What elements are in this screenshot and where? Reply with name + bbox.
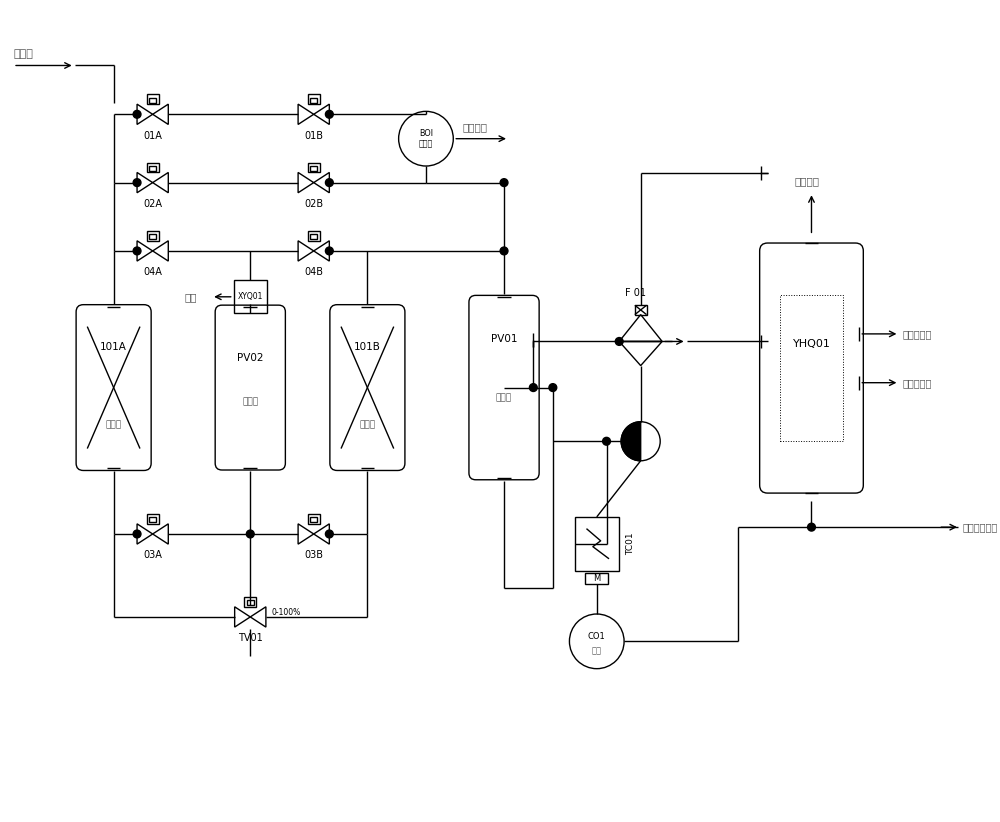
Bar [149,98,156,103]
Bar [310,98,317,103]
Bar [234,280,267,313]
Bar [147,514,159,524]
Bar [147,95,159,104]
Text: XYQ01: XYQ01 [238,293,263,302]
Text: M: M [593,574,600,583]
Bar [308,514,320,524]
Text: 01B: 01B [304,131,323,141]
Text: F 01: F 01 [625,289,646,298]
Bar [310,518,317,522]
Circle shape [325,178,333,187]
Text: 压机: 压机 [592,647,602,656]
Text: BOI
真空泵: BOI 真空泵 [419,129,433,149]
Polygon shape [621,422,641,461]
Text: 04A: 04A [143,267,162,277]
Bar [310,234,317,239]
Bar [149,166,156,171]
Text: TC01: TC01 [627,533,636,555]
Text: 二氧化碳: 二氧化碳 [462,122,487,132]
Bar [147,163,159,173]
Bar [149,234,156,239]
Circle shape [500,247,508,255]
Circle shape [133,247,141,255]
Text: 缓冲罐: 缓冲罐 [496,393,512,402]
Bar [308,231,320,241]
Bar [780,295,843,441]
Text: 缓冲罐: 缓冲罐 [242,398,258,407]
Bar [308,163,320,173]
Circle shape [500,178,508,187]
Text: PV02: PV02 [237,353,264,363]
Circle shape [549,384,557,391]
Circle shape [529,384,537,391]
Text: 液态二氧化碳: 液态二氧化碳 [963,522,998,532]
Circle shape [133,530,141,538]
Text: 分离器: 分离器 [359,420,375,429]
Text: 原料气: 原料气 [13,48,33,58]
Circle shape [325,247,333,255]
Bar [308,95,320,104]
Text: 02A: 02A [143,199,162,209]
Text: 101B: 101B [354,342,381,352]
Circle shape [246,530,254,538]
Text: 不凝气体: 不凝气体 [794,177,819,187]
Bar [585,573,608,584]
Bar [575,517,619,570]
Circle shape [603,437,610,446]
Bar [244,597,256,607]
Text: 03B: 03B [304,551,323,561]
Text: 冷媒水回水: 冷媒水回水 [902,329,932,339]
Text: TV01: TV01 [238,634,263,644]
Bar [635,305,647,315]
Circle shape [808,524,815,531]
Text: YHQ01: YHQ01 [793,339,830,349]
Circle shape [325,530,333,538]
Text: 101A: 101A [100,342,127,352]
Text: 04B: 04B [304,267,323,277]
Text: CO1: CO1 [588,632,606,641]
Text: 01A: 01A [143,131,162,141]
Text: 分离器: 分离器 [106,420,122,429]
Bar [147,231,159,241]
Text: 03A: 03A [143,551,162,561]
Text: 02B: 02B [304,199,323,209]
Text: 0-100%: 0-100% [272,607,301,616]
Bar [247,600,254,605]
Circle shape [615,338,623,345]
Circle shape [133,178,141,187]
Bar [310,166,317,171]
Text: 废气: 废气 [184,292,197,302]
Circle shape [325,110,333,118]
Text: PV01: PV01 [491,334,517,344]
Circle shape [133,110,141,118]
Bar [149,518,156,522]
Text: 冷媒水上水: 冷媒水上水 [902,377,932,388]
